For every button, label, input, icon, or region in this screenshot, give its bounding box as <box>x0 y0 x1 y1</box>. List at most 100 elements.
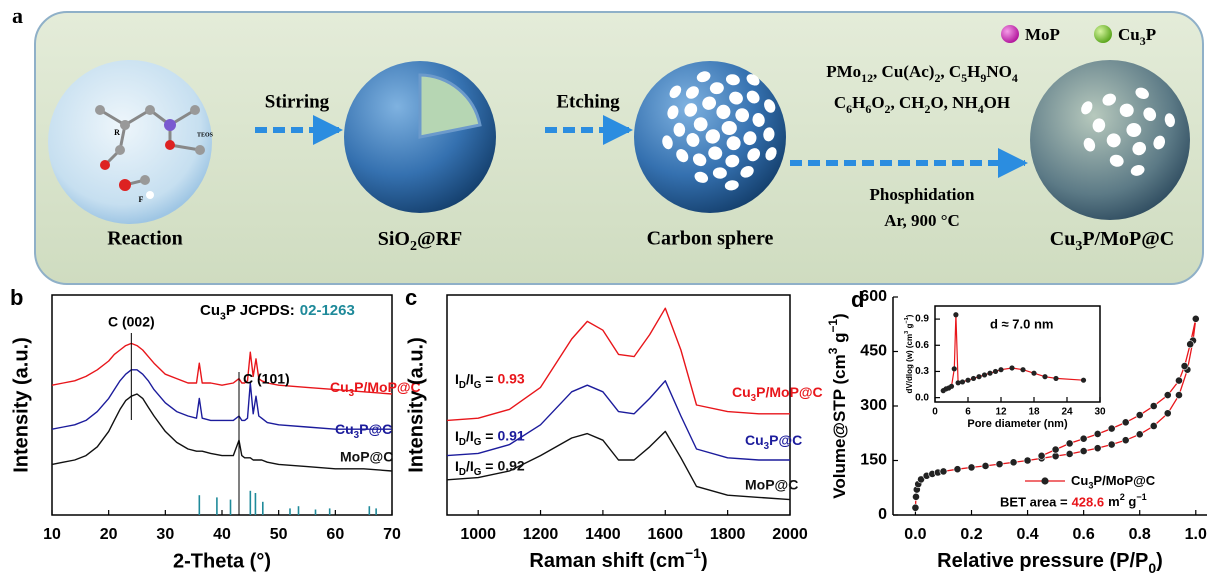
x-tick-label: 0.8 <box>1129 526 1151 543</box>
x-tick-label: 1800 <box>710 526 746 543</box>
text-run: Cu <box>1050 228 1076 250</box>
text-run: D <box>459 379 466 390</box>
text-run: Cu <box>745 432 764 448</box>
text-run: 0 <box>1148 560 1156 574</box>
isotherm-point <box>1066 440 1073 447</box>
text-run: dV/dlog (w) (cm <box>905 334 914 394</box>
isotherm-point <box>1066 450 1073 457</box>
text-run: Cu <box>1118 25 1140 44</box>
text-run: O <box>871 93 884 112</box>
y-tick-label: 0.0 <box>915 392 929 403</box>
pore-point <box>952 366 957 371</box>
pore-point <box>953 312 958 317</box>
y-tick-label: 300 <box>860 397 887 414</box>
isotherm-point <box>1175 392 1182 399</box>
x-tick-label: 24 <box>1061 407 1073 418</box>
peak-label: C (101) <box>243 371 290 387</box>
ratio-label: ID/IG = <box>455 458 493 478</box>
x-tick-label: 20 <box>100 526 118 543</box>
ratio-label: ID/IG = <box>455 371 493 391</box>
y-tick-label: 450 <box>860 343 887 360</box>
y-tick-label: 0.3 <box>915 366 929 377</box>
text-run: g <box>1125 494 1137 509</box>
series-label: Cu3P/MoP@C <box>732 384 823 404</box>
text-run: P@C <box>359 421 392 437</box>
isotherm-point <box>1150 402 1157 409</box>
text-run: −1 <box>1136 492 1146 502</box>
y-tick-label: 0.6 <box>915 340 929 351</box>
text-run: @RF <box>417 228 462 250</box>
isotherm-point <box>1122 437 1129 444</box>
isotherm-point <box>1108 425 1115 432</box>
pore-point <box>1081 378 1086 383</box>
condition: Phosphidation <box>870 185 975 204</box>
figure: a R F TEOS Stirring Etching PMo12, Cu(Ac… <box>0 0 1211 574</box>
text-run: H <box>967 62 980 81</box>
pore-point <box>987 371 992 376</box>
page: { "schematic": { "panel_label": "a", "le… <box>0 0 1211 574</box>
pore-point <box>998 367 1003 372</box>
reaction-bubble <box>48 60 212 224</box>
x-axis-title: Relative pressure (P/P0) <box>937 550 1163 574</box>
isotherm-point <box>982 462 989 469</box>
x-tick-label: 0.0 <box>904 526 926 543</box>
reference-card: 02-1263 <box>300 302 355 319</box>
isotherm-point <box>1024 457 1031 464</box>
pore-point <box>993 369 998 374</box>
ratio-value: 0.91 <box>497 428 524 444</box>
y-axis-title: Volume@STP (cm3 g−1) <box>826 313 849 498</box>
x-tick-label: 1.0 <box>1185 526 1207 543</box>
text-run: Raman shift (cm <box>529 550 685 572</box>
text-run: , C <box>940 62 961 81</box>
text-run: SiO <box>378 228 410 250</box>
y-tick-label: 0 <box>878 506 887 523</box>
pore-point <box>976 374 981 379</box>
text-run: P/MoP@C <box>1082 228 1174 250</box>
text-run: P/MoP@C <box>1093 473 1155 488</box>
isotherm-point <box>1052 446 1059 453</box>
x-tick-label: 1200 <box>523 526 559 543</box>
isotherm-point <box>1080 447 1087 454</box>
inset-y-title: dV/dlog (w) (cm3 g−1) <box>904 314 914 393</box>
x-tick-label: 30 <box>156 526 174 543</box>
x-tick-label: 40 <box>213 526 231 543</box>
text-run: 4 <box>1012 71 1018 85</box>
stage-label: Carbon sphere <box>647 228 774 250</box>
inset-annotation: d ≈ 7.0 nm <box>990 316 1053 331</box>
isotherm-point <box>1136 431 1143 438</box>
y-axis-title: Intensity (a.u.) <box>405 337 427 473</box>
pore-point <box>1031 371 1036 376</box>
text-run: Cu <box>335 421 354 437</box>
legend-label: Cu3P/MoP@C <box>1071 473 1156 491</box>
x-tick-label: 0.4 <box>1016 526 1038 543</box>
text-run: C <box>834 93 846 112</box>
text-run: Volume@STP (cm <box>830 354 849 498</box>
isotherm-point <box>912 493 919 500</box>
panel-label: c <box>405 285 417 310</box>
x-tick-label: 6 <box>965 407 971 418</box>
isotherm-point <box>1094 430 1101 437</box>
text-run: P JCPDS: <box>226 302 295 319</box>
text-run: P@C <box>769 432 802 448</box>
text-run: ) <box>830 313 849 319</box>
text-run: , CH <box>891 93 925 112</box>
isotherm-point <box>1122 419 1129 426</box>
peak-label: C (002) <box>108 314 155 330</box>
text-run: P/MoP@C <box>756 384 823 400</box>
text-run: m <box>1108 494 1120 509</box>
bet-label: BET area = <box>1000 494 1068 509</box>
legend-swatch <box>1001 25 1019 43</box>
text-run: −1 <box>826 319 840 333</box>
text-run: −1 <box>685 545 701 561</box>
text-run: 2 <box>410 239 417 254</box>
y-tick-label: 150 <box>860 452 887 469</box>
text-run: ) <box>701 550 708 572</box>
molecule-label: TEOS <box>197 132 214 138</box>
x-tick-label: 18 <box>1028 407 1040 418</box>
text-run: g <box>830 333 849 348</box>
pore-point <box>1009 365 1014 370</box>
text-run: Cu <box>200 302 220 319</box>
text-run: O, NH <box>930 93 977 112</box>
x-tick-label: 0 <box>932 407 938 418</box>
step-label: Etching <box>556 91 620 112</box>
